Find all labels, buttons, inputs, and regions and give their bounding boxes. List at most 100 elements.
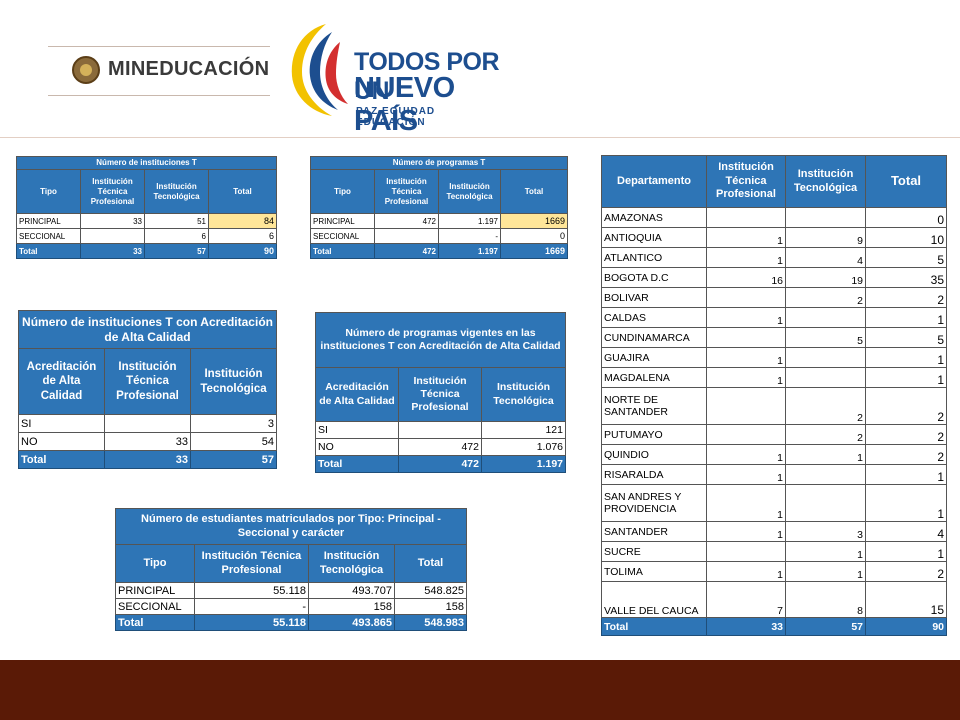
table-title: Número de programas T	[309, 156, 569, 170]
cell: SECCIONAL	[310, 228, 375, 244]
column-header: Institución Tecnológica	[189, 348, 278, 415]
cell: 57	[189, 450, 278, 469]
cell: 84	[207, 213, 278, 229]
cell: 1	[865, 347, 947, 368]
cell: Total	[310, 243, 375, 259]
cell: SI	[315, 421, 399, 439]
instituciones-table: Número de instituciones T Tipo Instituci…	[15, 156, 278, 259]
cell: SECCIONAL	[16, 228, 81, 244]
cell	[104, 414, 191, 433]
cell: 2	[865, 424, 947, 445]
colombia-seal-icon	[72, 56, 100, 84]
department-name-cell: AMAZONAS	[601, 207, 707, 228]
column-header: Tipo	[310, 169, 375, 214]
cell	[785, 347, 866, 368]
department-name-cell: GUAJIRA	[601, 347, 707, 368]
cell: 2	[785, 387, 866, 425]
column-header: Departamento	[601, 155, 707, 208]
cell: 10	[865, 227, 947, 248]
department-name-cell: CUNDINAMARCA	[601, 327, 707, 348]
cell: 472	[374, 213, 439, 229]
cell: 1	[865, 541, 947, 562]
cell: SECCIONAL	[115, 598, 195, 615]
cell: 1	[706, 444, 786, 465]
cell: 2	[785, 287, 866, 308]
mineducacion-wordmark: MINEDUCACIÓN	[108, 58, 270, 80]
cell: 2	[865, 287, 947, 308]
column-header: Tipo	[16, 169, 81, 214]
table-row: VALLE DEL CAUCA 7 8 15	[601, 581, 947, 618]
department-name-cell: SANTANDER	[601, 521, 707, 542]
table-title: Número de instituciones T	[15, 156, 278, 170]
table-row: SECCIONAL - 158 158	[115, 598, 467, 615]
cell: 1	[785, 444, 866, 465]
cell: 158	[394, 598, 467, 615]
department-name-cell: MAGDALENA	[601, 367, 707, 388]
cell	[374, 228, 439, 244]
cell: 1.076	[481, 438, 566, 456]
column-header: Institución Técnica Profesional	[104, 348, 191, 415]
department-name-cell: NORTE DE SANTANDER	[601, 387, 707, 425]
table-row: CALDAS 1 1	[601, 307, 947, 328]
table-row: PRINCIPAL 472 1.197 1669	[310, 213, 569, 229]
department-name-cell: BOGOTA D.C	[601, 267, 707, 288]
cell: 548.825	[394, 582, 467, 599]
cell: 548.983	[394, 614, 467, 631]
footer-band	[0, 660, 960, 720]
column-header: Institución Técnica Profesional	[374, 169, 439, 214]
paz-equidad-educacion-text: PAZ EQUIDAD EDUCACIÓN	[356, 106, 436, 128]
table-title: Número de programas vigentes en las inst…	[315, 312, 566, 368]
table-row: SECCIONAL - 0	[310, 228, 569, 244]
cell: NO	[315, 438, 399, 456]
department-name-cell: VALLE DEL CAUCA	[601, 581, 707, 618]
cell: 493.865	[308, 614, 395, 631]
cell: Total	[16, 243, 81, 259]
total-row: Total 55.118 493.865 548.983	[115, 614, 467, 631]
column-header: Total	[207, 169, 278, 214]
cell: 6	[207, 228, 278, 244]
cell: 0	[499, 228, 569, 244]
table-row: PRINCIPAL 33 51 84	[16, 213, 278, 229]
cell: 472	[374, 243, 439, 259]
cell: Total	[601, 617, 707, 636]
cell: 1	[706, 367, 786, 388]
column-header: Institución Tecnológica	[438, 169, 501, 214]
table-row: GUAJIRA 1 1	[601, 347, 947, 368]
table-row: ANTIOQUIA 1 9 10	[601, 227, 947, 248]
departamentos-table: Departamento Institución Técnica Profesi…	[601, 155, 947, 636]
column-header: Institución Tecnológica	[308, 544, 395, 583]
cell: Total	[315, 455, 399, 473]
cell: 1	[706, 464, 786, 485]
table-row: SANTANDER 1 3 4	[601, 521, 947, 542]
department-name-cell: PUTUMAYO	[601, 424, 707, 445]
cell: 1.197	[438, 213, 501, 229]
cell: 1	[706, 227, 786, 248]
mineducacion-logo: MINEDUCACIÓN	[48, 46, 270, 96]
cell: 1669	[499, 243, 569, 259]
cell	[706, 207, 786, 228]
cell: 1	[706, 347, 786, 368]
cell: PRINCIPAL	[310, 213, 375, 229]
cell: 1	[865, 307, 947, 328]
cell: 1	[865, 484, 947, 522]
table-row: PUTUMAYO 2 2	[601, 424, 947, 445]
tricolor-swoosh-icon	[291, 24, 348, 116]
cell: 1	[706, 247, 786, 268]
cell: 7	[706, 581, 786, 618]
cell: 5	[865, 247, 947, 268]
cell: 121	[481, 421, 566, 439]
header-divider	[0, 137, 960, 138]
cell: 19	[785, 267, 866, 288]
cell: 2	[865, 444, 947, 465]
cell: 9	[785, 227, 866, 248]
cell: 1	[865, 464, 947, 485]
table-row: NO 33 54	[18, 432, 278, 451]
nuevo-pais-text: NUEVO PAÍS	[354, 72, 455, 137]
table-row: SUCRE 1 1	[601, 541, 947, 562]
cell	[785, 464, 866, 485]
cell: 4	[865, 521, 947, 542]
cell: 1	[706, 307, 786, 328]
cell: 158	[308, 598, 395, 615]
cell: 5	[785, 327, 866, 348]
total-row: Total 33 57 90	[16, 243, 278, 259]
